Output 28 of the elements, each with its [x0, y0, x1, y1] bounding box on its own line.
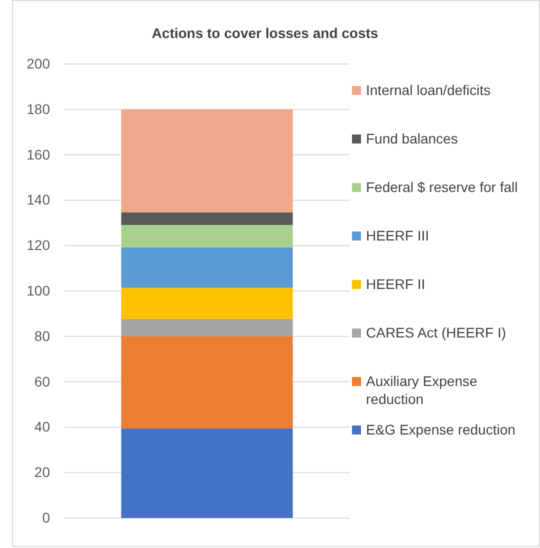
- legend-label: HEERF II: [366, 276, 426, 292]
- y-tick-label: 20: [34, 464, 50, 480]
- y-tick-label: 60: [34, 373, 50, 390]
- bar: [121, 247, 293, 288]
- y-tick-label: 200: [26, 55, 50, 72]
- bar: [121, 288, 293, 319]
- y-tick-label: 180: [26, 100, 50, 117]
- y-tick-label: 80: [34, 328, 50, 344]
- legend-label: E&G Expense reduction: [366, 421, 516, 438]
- legend-label: Internal loan/deficits: [366, 82, 491, 98]
- legend-label: CARES Act (HEERF I): [366, 324, 506, 340]
- y-tick-label: 160: [26, 146, 50, 162]
- bar: [121, 428, 293, 518]
- bar: [121, 224, 293, 248]
- chart-title: Actions to cover losses and costs: [152, 25, 378, 41]
- bar: [121, 318, 293, 336]
- legend-label: Fund balances: [366, 130, 458, 146]
- y-tick-label: 40: [34, 418, 50, 435]
- bar: [121, 109, 293, 212]
- legend-label: Federal $ reserve for fall: [366, 178, 518, 195]
- y-tick-label: 140: [26, 192, 50, 208]
- bar: [121, 212, 293, 225]
- legend-label: HEERF III: [366, 227, 430, 244]
- y-tick-label: 120: [26, 237, 50, 254]
- y-tick-label: 0: [42, 509, 50, 526]
- y-tick-label: 100: [26, 282, 50, 298]
- legend-label: Auxiliary Expense reduction: [366, 372, 478, 408]
- bar: [121, 336, 293, 428]
